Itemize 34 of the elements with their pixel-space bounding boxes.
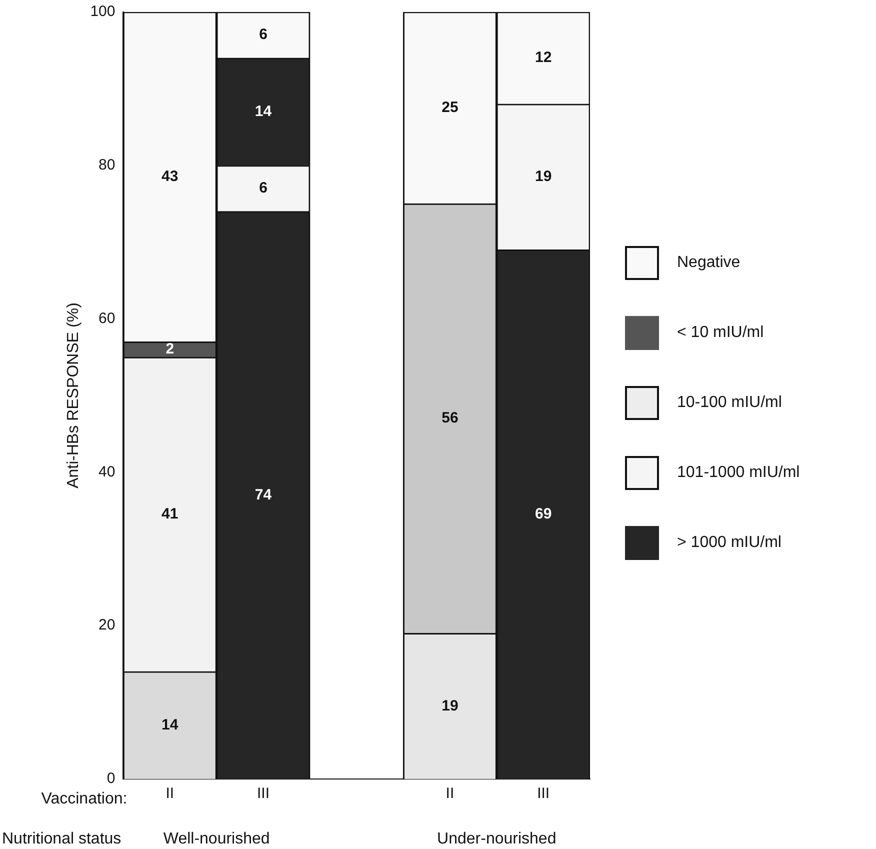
legend-label: 10-100 mIU/ml: [677, 394, 782, 412]
data-label: 69: [534, 506, 552, 523]
data-label: 43: [162, 168, 178, 186]
data-label: 14: [254, 102, 272, 120]
x-tick-label: II: [166, 785, 174, 802]
x-tick-label: III: [257, 785, 270, 802]
legend-label: > 1000 mIU/ml: [677, 534, 782, 552]
data-label: 41: [162, 506, 178, 523]
x-tick-label: II: [446, 785, 454, 802]
data-label: 12: [534, 49, 552, 66]
text: Well-nourished: [163, 830, 270, 848]
text: Under-nourished: [437, 830, 556, 848]
data-label: 14: [162, 716, 179, 734]
data-label: 19: [534, 168, 552, 186]
y-tick-label: 60: [98, 310, 116, 327]
y-tick-label: 100: [90, 3, 116, 20]
y-tick-label: 0: [106, 770, 116, 788]
data-label: 6: [259, 26, 268, 44]
data-label: 6: [259, 180, 268, 197]
x-tick-label: III: [537, 785, 550, 802]
legend-label: 101-1000 mIU/ml: [677, 464, 800, 482]
data-label: 25: [442, 99, 458, 116]
y-tick-label: 80: [98, 156, 116, 174]
data-label: 2: [166, 340, 174, 358]
text: Nutritional status: [2, 830, 122, 848]
data-label: 74: [254, 486, 272, 504]
text: Vaccination:: [41, 790, 128, 808]
data-label: 56: [442, 410, 458, 427]
y-tick-label: 40: [98, 463, 116, 480]
data-label: 19: [442, 697, 458, 714]
y-axis-title: Anti-HBs RESPONSE (%): [65, 302, 82, 488]
legend-label: < 10 mIU/ml: [677, 324, 764, 342]
legend-label: Negative: [677, 254, 740, 272]
y-tick-label: 20: [98, 616, 116, 634]
